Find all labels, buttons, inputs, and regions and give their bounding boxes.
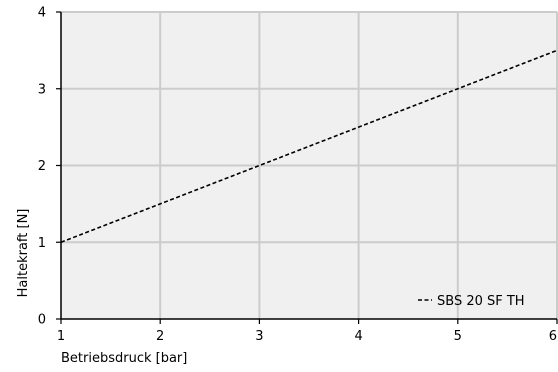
x-tick-label-1: 1 xyxy=(57,329,65,344)
series-line-0 xyxy=(60,49,558,243)
legend-label-sbs-20-sf-th: SBS 20 SF TH xyxy=(437,294,525,309)
grid-lines xyxy=(61,11,558,319)
y-tick-label-3: 3 xyxy=(38,82,46,97)
x-tick-label-4: 4 xyxy=(354,329,362,344)
y-tick-label-2: 2 xyxy=(38,159,46,174)
x-tick-label-6: 6 xyxy=(549,329,557,344)
x-tick-label-3: 3 xyxy=(255,329,263,344)
y-tick-label-1: 1 xyxy=(38,236,46,251)
x-axis-title: Betriebsdruck [bar] xyxy=(61,351,187,366)
y-tick-label-0: 0 xyxy=(38,313,46,328)
x-tick-label-5: 5 xyxy=(454,329,462,344)
legend: SBS 20 SF TH xyxy=(418,294,525,309)
series-layer xyxy=(60,49,558,243)
y-axis-title: Haltekraft [N] xyxy=(16,209,31,298)
axes xyxy=(56,11,558,324)
x-tick-label-2: 2 xyxy=(156,329,164,344)
y-tick-label-4: 4 xyxy=(38,6,46,21)
